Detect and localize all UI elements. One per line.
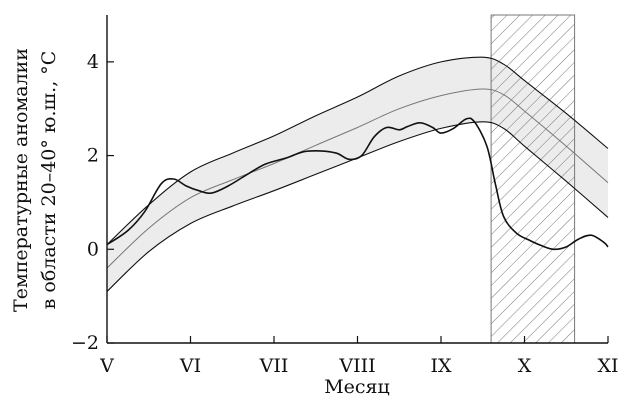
x-tick-label-3: VIII xyxy=(338,355,375,377)
series-line-1 xyxy=(106,88,609,269)
axis-ticks: V VI VII VIII IX X XI −2 0 2 4 xyxy=(71,15,619,377)
x-tick-label-2: VII xyxy=(259,355,289,377)
y-axis-label-line-1: Температурные аномалии xyxy=(10,48,32,312)
band-lower-line xyxy=(106,121,609,292)
x-axis-label: Месяц xyxy=(324,376,390,398)
band-upper-line xyxy=(106,56,609,246)
x-tick-label-6: XI xyxy=(597,355,618,377)
x-tick-label-1: VI xyxy=(179,355,201,377)
hatched-region xyxy=(490,14,576,344)
series-line-2 xyxy=(106,117,609,251)
y-axis-label-line-2: в области 20–40° ю.ш., °С xyxy=(38,51,60,310)
x-tick-label-4: IX xyxy=(430,355,452,377)
confidence-band xyxy=(107,57,608,292)
y-tick-label-3: 4 xyxy=(87,51,99,73)
y-tick-label-2: 2 xyxy=(87,145,99,167)
x-tick-label-5: X xyxy=(518,355,532,377)
y-tick-label-1: 0 xyxy=(87,238,99,260)
y-tick-label-0: −2 xyxy=(71,332,99,354)
plot-area xyxy=(106,14,609,344)
x-tick-label-0: V xyxy=(99,355,114,377)
